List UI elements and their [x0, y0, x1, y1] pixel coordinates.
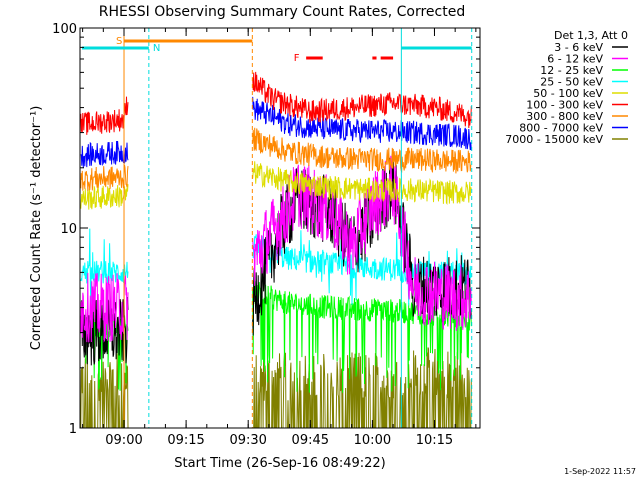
series-line-50-100 — [80, 161, 472, 210]
y-tick-label: 100 — [52, 22, 77, 37]
x-tick-label: 09:30 — [229, 433, 266, 448]
x-tick-label: 10:15 — [416, 433, 453, 448]
series-line-300-800 — [80, 127, 472, 192]
x-tick-label: 09:45 — [292, 433, 329, 448]
annotation-f-label: F — [294, 53, 300, 64]
y-axis-label: Corrected Count Rate (s⁻¹ detector⁻¹) — [29, 106, 44, 351]
legend-title: Det 1,3, Att 0 — [554, 29, 628, 42]
annotation-s-label: S — [116, 36, 122, 47]
chart-title: RHESSI Observing Summary Count Rates, Co… — [99, 4, 465, 20]
series-100-300-kev — [80, 71, 472, 135]
series-7000-15000-kev — [80, 347, 472, 429]
legend-label-6-12: 6 - 12 keV — [547, 53, 603, 66]
y-tick-label: 10 — [60, 222, 77, 237]
y-tick-label: 1 — [69, 422, 77, 437]
footer-date: 1-Sep-2022 11:57 — [564, 467, 636, 476]
legend-label-25-50: 25 - 50 keV — [540, 76, 603, 89]
series-50-100-kev — [80, 161, 472, 210]
x-tick-label: 10:00 — [354, 433, 391, 448]
x-tick-label: 09:00 — [105, 433, 142, 448]
series-800-7000-kev — [80, 96, 472, 168]
legend-label-7000-15000: 7000 - 15000 keV — [505, 133, 603, 146]
legend-label-12-25: 12 - 25 keV — [540, 64, 603, 77]
plot-area: S N F — [80, 28, 473, 429]
legend-label-50-100: 50 - 100 keV — [533, 87, 603, 100]
axes: 09:00 09:15 09:30 09:45 10:00 10:15 1 10 100 — [52, 22, 480, 448]
series-line-7000-15000 — [80, 347, 472, 429]
legend-label-3-6: 3 - 6 keV — [554, 41, 603, 54]
legend-label-300-800: 300 - 800 keV — [526, 110, 603, 123]
legend-label-800-7000: 800 - 7000 keV — [519, 122, 603, 135]
series-300-800-kev — [80, 127, 472, 192]
x-axis-label: Start Time (26-Sep-16 08:49:22) — [174, 456, 385, 471]
x-tick-label: 09:15 — [167, 433, 204, 448]
legend-label-100-300: 100 - 300 keV — [526, 99, 603, 112]
series-line-800-7000 — [80, 96, 472, 168]
annotation-n-label: N — [153, 43, 160, 54]
series-line-100-300 — [80, 71, 472, 135]
